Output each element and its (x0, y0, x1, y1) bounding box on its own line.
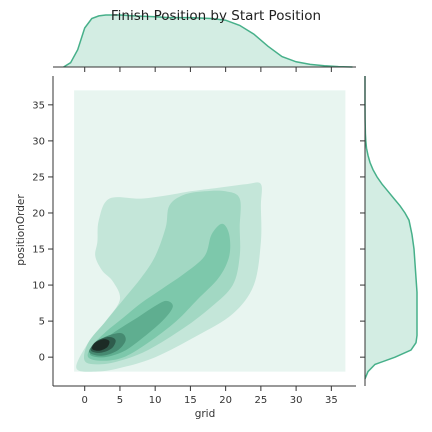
y-tick-label: 35 (32, 100, 45, 111)
y-tick-label: 0 (39, 353, 45, 364)
y-tick-label: 20 (32, 208, 45, 219)
x-tick-label: 35 (325, 395, 338, 406)
x-tick-label: 5 (117, 395, 123, 406)
x-tick-label: 20 (219, 395, 232, 406)
marginal-y-area (365, 76, 417, 379)
y-tick-label: 15 (32, 245, 45, 256)
marginal-y-density (360, 76, 418, 386)
kde-contour-level-7 (91, 339, 110, 351)
y-tick-label: 30 (32, 136, 45, 147)
marginal-x-line (63, 14, 353, 68)
x-tick-label: 0 (82, 395, 88, 406)
chart-title: Finish Position by Start Position (111, 8, 321, 24)
marginal-x-density (53, 14, 356, 72)
y-tick-label: 25 (32, 172, 45, 183)
x-axis-label: grid (195, 408, 216, 420)
x-tick-label: 25 (255, 395, 268, 406)
y-tick-label: 10 (32, 281, 45, 292)
y-tick-label: 5 (39, 317, 45, 328)
joint-kde-plot (74, 90, 346, 372)
x-tick-label: 10 (149, 395, 162, 406)
marginal-x-area (63, 15, 353, 67)
joint-axes: 0 5 10 15 20 25 30 35 0 5 10 15 20 25 30 35 (32, 76, 356, 406)
x-tick-label: 30 (290, 395, 303, 406)
x-tick-label: 15 (184, 395, 197, 406)
marginal-y-line (364, 76, 418, 380)
y-axis-label: positionOrder (15, 194, 27, 266)
